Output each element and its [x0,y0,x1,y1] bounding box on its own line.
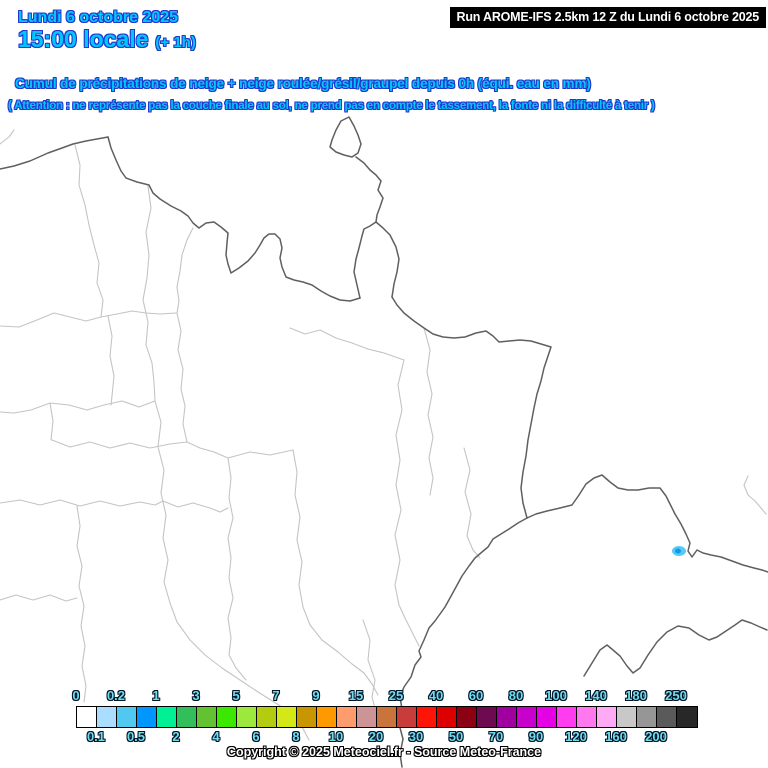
country-border [391,296,552,519]
time-offset-label: (+ 1h) [155,34,196,51]
department-border [176,227,194,314]
precipitation-spot-core [675,548,681,554]
country-border [526,474,768,573]
department-border [0,312,102,328]
time-label: 15:00 locale [18,26,149,52]
department-border [186,441,229,459]
department-border [107,315,115,406]
department-border [0,129,15,145]
department-border [423,327,434,496]
country-border [355,156,384,223]
department-border [289,327,405,361]
country-border [353,221,377,299]
department-border [176,312,188,443]
date-label: Lundi 6 octobre 2025 [18,9,179,26]
department-border [463,447,481,559]
run-info-box: Run AROME-IFS 2.5km 12 Z du Lundi 6 octo… [449,7,766,28]
department-border [154,400,310,741]
department-border [49,402,54,441]
department-border [227,449,294,459]
department-border [743,475,767,515]
map-title: Cumul de précipitations de neige + neige… [15,76,591,91]
country-border [0,136,109,170]
department-border [0,400,156,414]
copyright-label: Copyright © 2025 Meteociel.fr - Source M… [226,745,542,759]
department-border [292,449,379,696]
country-border [329,116,362,158]
country-border [375,221,400,298]
country-border [398,517,528,768]
department-border [162,500,229,513]
department-border [51,439,188,449]
department-border [362,619,377,713]
time-row: 15:00 locale (+ 1h) [18,26,196,53]
country-border [583,619,768,677]
department-border [142,185,156,402]
department-border [0,499,164,507]
department-border [227,457,247,681]
map-warning: ( Attention : ne représente pas la couch… [8,100,655,112]
department-border [100,310,177,318]
country-border [107,136,361,302]
department-border [74,144,104,318]
department-border [394,359,420,647]
department-border [76,505,87,703]
department-border [0,594,78,602]
